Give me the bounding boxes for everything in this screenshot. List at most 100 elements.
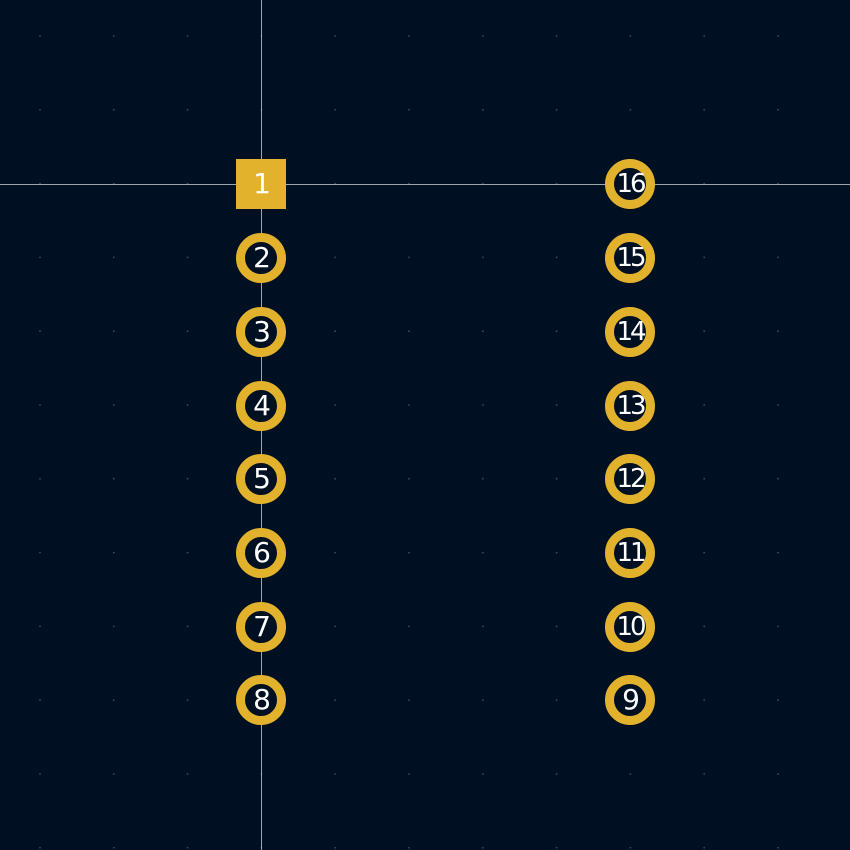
grid-dot bbox=[334, 625, 337, 628]
pad-11[interactable]: 11 bbox=[605, 528, 655, 578]
grid-dot bbox=[186, 35, 189, 37]
grid-dot bbox=[777, 477, 779, 480]
grid-dot bbox=[112, 108, 115, 111]
pad-13[interactable]: 13 bbox=[605, 381, 655, 431]
pad-1[interactable]: 1 bbox=[236, 159, 286, 209]
grid-dot bbox=[703, 477, 706, 480]
grid-dot bbox=[703, 108, 706, 111]
grid-dot bbox=[112, 256, 115, 259]
grid-dot bbox=[39, 404, 41, 406]
grid-dot bbox=[39, 256, 41, 259]
grid-dot bbox=[334, 108, 337, 111]
grid-dot bbox=[112, 404, 115, 406]
grid-dot bbox=[703, 846, 706, 849]
grid-dot bbox=[481, 330, 484, 333]
grid-dot bbox=[481, 35, 484, 37]
grid-dot bbox=[408, 256, 410, 259]
grid-dot bbox=[334, 35, 337, 37]
grid-dot bbox=[408, 551, 410, 554]
pad-number: 4 bbox=[253, 389, 271, 422]
grid-dot bbox=[555, 330, 558, 333]
pad-9[interactable]: 9 bbox=[605, 675, 655, 725]
pad-10[interactable]: 10 bbox=[605, 602, 655, 652]
pad-number: 9 bbox=[622, 683, 640, 716]
grid-dot bbox=[481, 108, 484, 111]
pad-number: 11 bbox=[616, 538, 646, 568]
pad-4[interactable]: 4 bbox=[236, 381, 286, 431]
grid-dot bbox=[777, 625, 779, 628]
pad-number: 12 bbox=[616, 464, 646, 494]
grid-dot bbox=[186, 477, 189, 480]
grid-dot bbox=[186, 256, 189, 259]
grid-dot bbox=[112, 699, 115, 702]
grid-dot bbox=[777, 35, 779, 37]
pad-2[interactable]: 2 bbox=[236, 233, 286, 283]
pad-14[interactable]: 14 bbox=[605, 307, 655, 357]
pad-15[interactable]: 15 bbox=[605, 233, 655, 283]
grid-dot bbox=[481, 477, 484, 480]
grid-dot bbox=[481, 256, 484, 259]
grid-dot bbox=[112, 625, 115, 628]
grid-dot bbox=[777, 846, 779, 849]
grid-dot bbox=[112, 477, 115, 480]
grid-dot bbox=[39, 330, 41, 333]
grid-dot bbox=[629, 846, 632, 849]
grid-dot bbox=[186, 773, 189, 775]
grid-dot bbox=[408, 404, 410, 406]
grid-dot bbox=[408, 625, 410, 628]
pad-5[interactable]: 5 bbox=[236, 454, 286, 504]
grid-dot bbox=[555, 846, 558, 849]
grid-dot bbox=[703, 35, 706, 37]
pad-number: 13 bbox=[616, 391, 646, 421]
grid-dot bbox=[555, 773, 558, 775]
pad-16[interactable]: 16 bbox=[605, 159, 655, 209]
pad-8[interactable]: 8 bbox=[236, 675, 286, 725]
grid-dot bbox=[39, 699, 41, 702]
grid-dot bbox=[777, 256, 779, 259]
grid-dot bbox=[112, 330, 115, 333]
grid-dot bbox=[703, 330, 706, 333]
grid-dot bbox=[481, 625, 484, 628]
grid-dot bbox=[481, 846, 484, 849]
grid-dot bbox=[408, 35, 410, 37]
grid-dot bbox=[408, 773, 410, 775]
grid-dot bbox=[408, 477, 410, 480]
grid-dot bbox=[334, 404, 337, 406]
pad-number: 6 bbox=[253, 536, 271, 569]
grid-dot bbox=[334, 477, 337, 480]
grid-dot bbox=[186, 330, 189, 333]
pad-number: 15 bbox=[616, 243, 646, 273]
grid-dot bbox=[39, 35, 41, 37]
grid-dot bbox=[112, 551, 115, 554]
grid-dot bbox=[334, 330, 337, 333]
grid-dot bbox=[555, 108, 558, 111]
grid-dot bbox=[186, 846, 189, 849]
grid-dot bbox=[186, 551, 189, 554]
grid-dot bbox=[39, 773, 41, 775]
grid-dot bbox=[334, 551, 337, 554]
grid-dot bbox=[703, 404, 706, 406]
grid-dot bbox=[408, 330, 410, 333]
pad-number: 3 bbox=[253, 315, 271, 348]
grid-dot bbox=[112, 773, 115, 775]
grid-dot bbox=[777, 699, 779, 702]
grid-dot bbox=[112, 846, 115, 849]
pad-number: 10 bbox=[616, 612, 646, 642]
grid-dot bbox=[555, 256, 558, 259]
grid-dot bbox=[555, 699, 558, 702]
grid-dot bbox=[777, 404, 779, 406]
grid-dot bbox=[112, 35, 115, 37]
grid-dot bbox=[555, 625, 558, 628]
pad-number: 5 bbox=[253, 462, 271, 495]
pad-7[interactable]: 7 bbox=[236, 602, 286, 652]
grid-dot bbox=[186, 404, 189, 406]
pad-number: 8 bbox=[253, 683, 271, 716]
pad-6[interactable]: 6 bbox=[236, 528, 286, 578]
pad-12[interactable]: 12 bbox=[605, 454, 655, 504]
pad-number: 7 bbox=[253, 610, 271, 643]
pad-3[interactable]: 3 bbox=[236, 307, 286, 357]
grid-dot bbox=[481, 551, 484, 554]
grid-dot bbox=[334, 699, 337, 702]
grid-dot bbox=[334, 256, 337, 259]
